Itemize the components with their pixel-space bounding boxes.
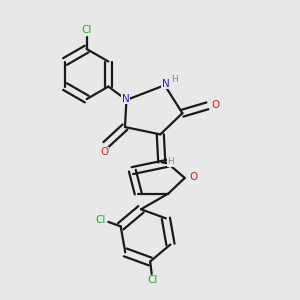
Text: Cl: Cl bbox=[147, 275, 158, 285]
Text: O: O bbox=[190, 172, 198, 182]
Text: H: H bbox=[167, 157, 174, 166]
Text: N: N bbox=[162, 79, 170, 89]
Text: N: N bbox=[122, 94, 130, 104]
Text: Cl: Cl bbox=[82, 25, 92, 35]
Text: Cl: Cl bbox=[95, 214, 105, 225]
Text: O: O bbox=[100, 147, 109, 157]
Text: O: O bbox=[212, 100, 220, 110]
Text: H: H bbox=[171, 75, 178, 84]
